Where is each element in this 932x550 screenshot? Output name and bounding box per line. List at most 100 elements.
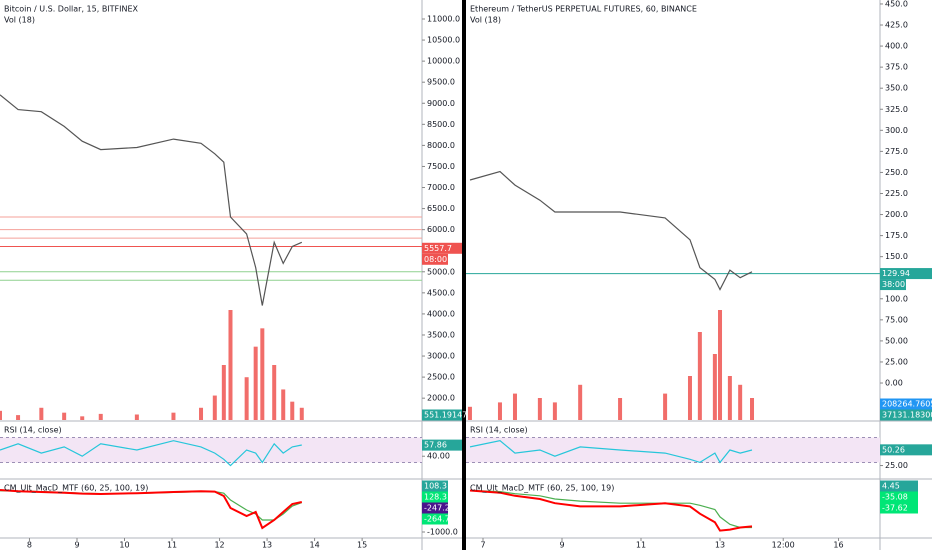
rsi-tag-bg (422, 439, 462, 451)
y-tick-label: 275.0 (885, 147, 908, 156)
volume-bar (537, 398, 542, 420)
y-tick-label: 7500.0 (427, 162, 455, 171)
volume-bar (244, 377, 249, 420)
macd-line (0, 489, 303, 530)
y-tick-label: 9000.0 (427, 99, 455, 108)
price-line (469, 170, 753, 291)
macd-tag: 108.3 (424, 482, 447, 491)
y-tick-label: 4000.0 (427, 309, 455, 318)
rsi-tag-bg (880, 444, 932, 456)
macd-tag: 4.45 (882, 482, 900, 491)
rsi-tick-label: 25.00 (885, 461, 908, 470)
y-tick-label: 10500.0 (427, 36, 460, 45)
volume-bar (718, 310, 723, 420)
volume-bar (80, 416, 85, 420)
x-tick-label: 9 (74, 541, 79, 550)
y-tick-label: 400.0 (885, 42, 908, 51)
countdown-tag-bg (880, 279, 906, 291)
volume-tag: 208264.760500 (882, 400, 932, 409)
volume-bar (712, 354, 717, 420)
volume-bar (281, 389, 286, 420)
x-tick-label: 9 (559, 541, 564, 550)
rsi-tick-label: 40.00 (427, 452, 450, 461)
volume-label: Vol (18) (4, 16, 35, 25)
y-tick-label: 25.00 (885, 357, 908, 366)
volume-bar (512, 393, 517, 420)
x-tick-label: 15 (357, 541, 367, 550)
price-tag: 129.94 (882, 269, 910, 278)
y-tick-label: 300.0 (885, 126, 908, 135)
volume-bar (0, 410, 2, 420)
pane-divider (462, 0, 466, 550)
price-tag-bg (422, 242, 462, 254)
x-tick-label: 12:00 (772, 541, 795, 550)
macd-line (469, 489, 753, 532)
volume-bar (750, 398, 755, 420)
volume-bar (199, 407, 204, 420)
volume-bar (62, 412, 67, 420)
macd-tag: -264.7 (424, 515, 450, 524)
y-tick-label: 8500.0 (427, 120, 455, 129)
chart-title: Bitcoin / U.S. Dollar, 15, BITFINEX (4, 5, 139, 14)
price-tag: 5557.7 (424, 244, 452, 253)
macd-tag-bg (422, 480, 448, 492)
macd-tick-label: -1000.0 (427, 528, 458, 537)
y-tick-label: 175.0 (885, 231, 908, 240)
y-tick-label: 350.0 (885, 84, 908, 93)
volume-bar (253, 346, 258, 420)
volume-label: Vol (18) (470, 16, 501, 25)
price-tag-bg (880, 268, 932, 280)
rsi-title: RSI (14, close) (470, 426, 528, 435)
rsi-band (0, 437, 422, 463)
price-line (0, 94, 303, 306)
x-tick-label: 16 (833, 541, 843, 550)
volume-bar (727, 376, 732, 420)
countdown-tag-bg (422, 253, 448, 265)
rsi-band (466, 437, 880, 463)
volume-bar (299, 407, 304, 420)
volume-bar (98, 413, 103, 420)
y-tick-label: 150.0 (885, 252, 908, 261)
volume-bar (260, 328, 265, 420)
rsi-title: RSI (14, close) (4, 426, 62, 435)
y-tick-label: 2000.0 (427, 394, 455, 403)
y-tick-label: 7000.0 (427, 183, 455, 192)
y-tick-label: 5000.0 (427, 267, 455, 276)
macd-title: CM_Ult_MacD_MTF (60, 25, 100, 19) (4, 484, 148, 493)
volume-bar (171, 412, 176, 420)
y-tick-label: 4500.0 (427, 288, 455, 297)
volume-tag-bg (880, 398, 932, 410)
volume-bar (687, 376, 692, 420)
volume-bar (663, 393, 668, 420)
macd-tag: -247.2 (424, 504, 450, 513)
countdown-tag: 08:00 (424, 255, 447, 264)
y-tick-label: 6500.0 (427, 204, 455, 213)
x-tick-label: 13 (715, 541, 725, 550)
x-tick-label: 11 (636, 541, 646, 550)
volume-bar (228, 310, 233, 420)
y-tick-label: 325.0 (885, 105, 908, 114)
volume-tag: 551.191471 (424, 411, 472, 420)
y-tick-label: 9500.0 (427, 78, 455, 87)
volume-tag-bg (422, 409, 462, 421)
chart-title: Ethereum / TetherUS PERPETUAL FUTURES, 6… (470, 5, 697, 14)
x-tick-label: 12 (214, 541, 224, 550)
x-tick-label: 13 (262, 541, 272, 550)
volume-bar (697, 332, 702, 420)
macd-tag-bg (880, 491, 918, 503)
macd-tag: 128.3 (424, 493, 447, 502)
volume-bar (497, 402, 502, 420)
macd-tag: -35.08 (882, 493, 908, 502)
y-tick-label: 375.0 (885, 63, 908, 72)
y-tick-label: 225.0 (885, 189, 908, 198)
rsi-line (0, 440, 302, 467)
volume-bar (272, 365, 277, 420)
volume-bar (212, 395, 217, 420)
y-tick-label: 3000.0 (427, 352, 455, 361)
rsi-line (469, 440, 753, 464)
x-tick-label: 14 (310, 541, 320, 550)
y-tick-label: 0.00 (885, 379, 903, 388)
y-tick-label: 3500.0 (427, 330, 455, 339)
rsi-tag: 50.26 (882, 445, 905, 454)
y-tick-label: 10000.0 (427, 57, 460, 66)
